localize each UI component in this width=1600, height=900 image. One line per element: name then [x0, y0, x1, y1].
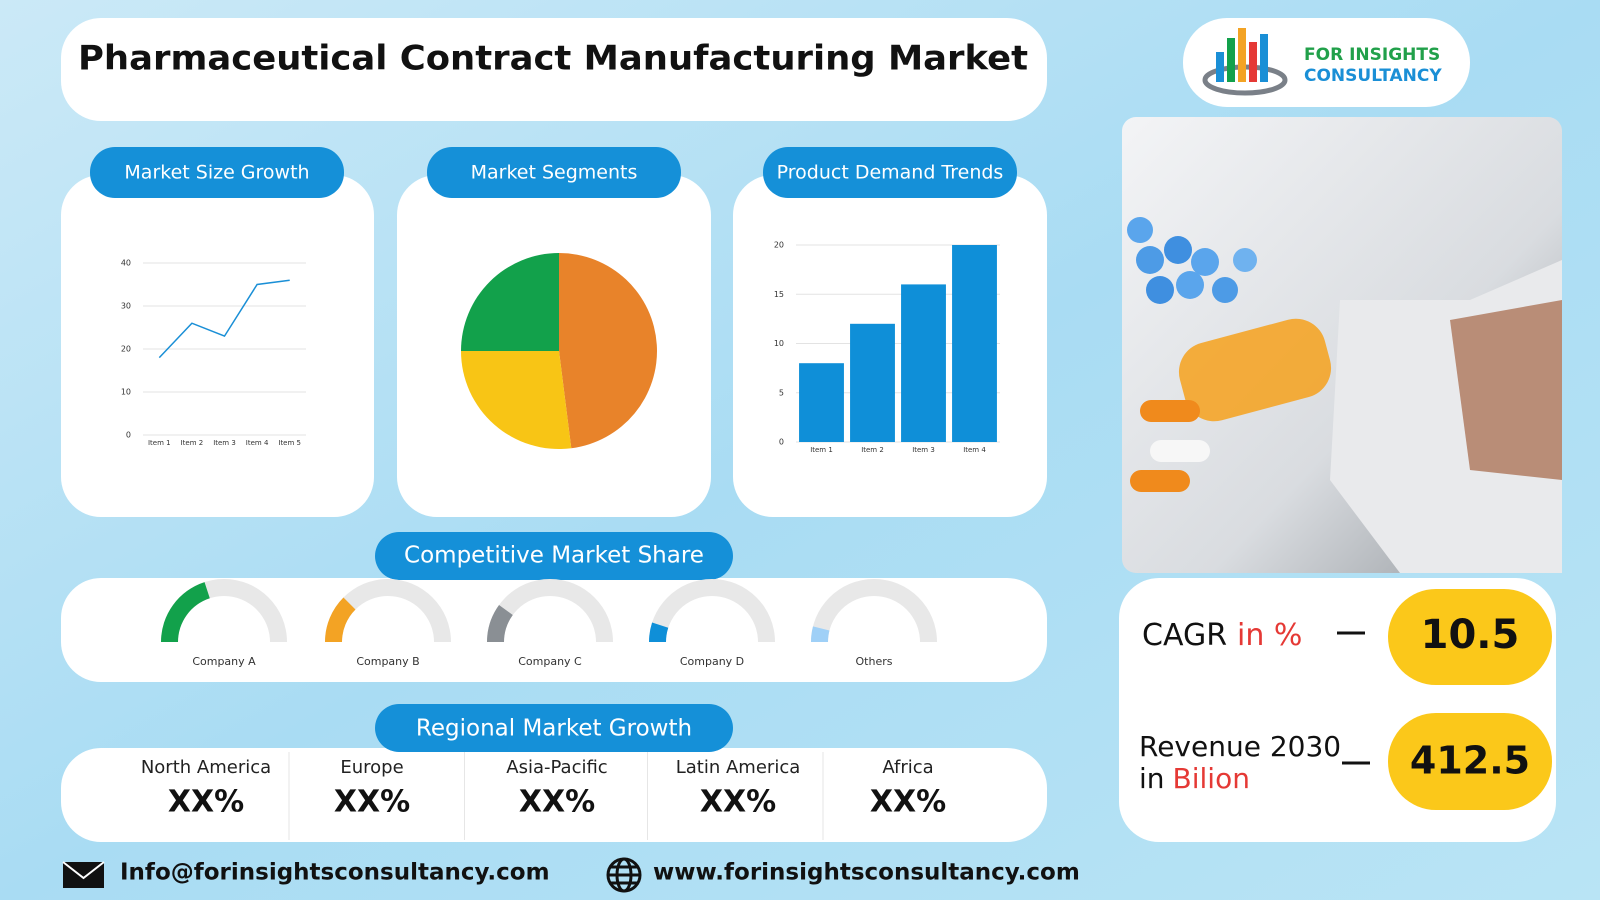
kpi-label: in Bilion [1139, 762, 1250, 795]
x-tick-label: Item 4 [963, 446, 986, 454]
region-name: Asia-Pacific [506, 757, 607, 778]
y-tick-label: 0 [126, 431, 131, 440]
chart-title: Market Segments [471, 162, 638, 184]
gauge-label: Company C [518, 655, 582, 668]
kpi-label: CAGR in % [1142, 618, 1302, 653]
pill [375, 704, 733, 752]
y-tick-label: 30 [121, 302, 131, 311]
pie-slice [461, 253, 559, 351]
x-tick-label: Item 4 [246, 439, 269, 447]
region-name: Africa [882, 757, 933, 778]
bar [901, 284, 946, 442]
x-tick-label: Item 3 [912, 446, 935, 454]
title-box [61, 18, 1047, 121]
photo [1122, 117, 1562, 573]
x-tick-label: Item 3 [213, 439, 236, 447]
logo-box [1183, 18, 1470, 107]
kpi-unit: Bilion [1173, 762, 1250, 795]
email[interactable]: Info@forinsightsconsultancy.com [120, 860, 550, 886]
x-tick-label: Item 5 [278, 439, 301, 447]
gauge-value [325, 597, 356, 642]
region-value: XX% [168, 785, 244, 820]
region-name: Latin America [676, 757, 801, 778]
y-tick-label: 5 [779, 388, 784, 397]
logo-icon [1202, 28, 1288, 96]
y-tick-label: 20 [121, 345, 131, 354]
gauge-value [649, 622, 669, 642]
kpi-value: 10.5 [1421, 612, 1520, 658]
bar [952, 245, 997, 442]
chart-title: Product Demand Trends [777, 162, 1004, 184]
panel [61, 578, 1047, 682]
gauge-value [487, 604, 513, 642]
gauge-track [649, 579, 775, 642]
region-value: XX% [519, 785, 595, 820]
pie-slice [461, 351, 572, 449]
chart-title: Market Size Growth [124, 162, 309, 184]
kpi-pill [1388, 589, 1552, 685]
gauge-track [811, 579, 937, 642]
region-value: XX% [870, 785, 946, 820]
region-name: North America [141, 757, 271, 778]
kpi-pill [1388, 713, 1552, 810]
x-tick-label: Item 2 [181, 439, 204, 447]
panel [61, 748, 1047, 842]
website[interactable]: www.forinsightsconsultancy.com [653, 860, 1080, 886]
y-tick-label: 20 [774, 241, 784, 250]
kpi-unit: in % [1237, 618, 1302, 653]
x-tick-label: Item 1 [148, 439, 171, 447]
y-tick-label: 10 [121, 388, 131, 397]
logo-line1: FOR INSIGHTS [1304, 45, 1440, 65]
region-value: XX% [334, 785, 410, 820]
mail-icon [62, 861, 105, 888]
region-value: XX% [700, 785, 776, 820]
section-title: Regional Market Growth [416, 716, 692, 742]
logo-line2: CONSULTANCY [1304, 66, 1442, 86]
chart-title: Competitive Market Share [404, 543, 704, 569]
globe-icon [606, 857, 642, 893]
kpi-value: 412.5 [1410, 739, 1530, 783]
gauge-value [161, 582, 210, 642]
pill [427, 147, 681, 198]
regions: North America XX% Europe XX% Asia-Pacific XX%… [141, 752, 946, 840]
gauge-value [811, 626, 830, 642]
y-tick-label: 40 [121, 259, 131, 268]
kpi-label: CAGR [1142, 618, 1227, 653]
gauge-label: Company B [356, 655, 419, 668]
gauge-track [325, 579, 451, 642]
x-tick-label: Item 1 [810, 446, 833, 454]
y-tick-label: 15 [774, 290, 784, 299]
region-name: Europe [340, 757, 403, 778]
line [158, 279, 290, 359]
bar [850, 323, 895, 442]
title: Pharmaceutical Contract Manufacturing Ma… [78, 39, 1028, 79]
pill [90, 147, 344, 198]
gauge-label: Others [856, 655, 893, 668]
gauge-label: Company D [680, 655, 744, 668]
bar [799, 363, 844, 442]
y-tick-label: 0 [779, 438, 784, 447]
pill [375, 532, 733, 580]
kpi-label: Revenue 2030 [1139, 730, 1341, 763]
pill [763, 147, 1017, 198]
kpi-prefix: in [1139, 762, 1165, 795]
pie-slice [559, 253, 657, 449]
gauge-track [487, 579, 613, 642]
x-tick-label: Item 2 [861, 446, 884, 454]
gauge-label: Company A [192, 655, 256, 668]
panel [61, 175, 374, 517]
y-tick-label: 10 [774, 339, 784, 348]
